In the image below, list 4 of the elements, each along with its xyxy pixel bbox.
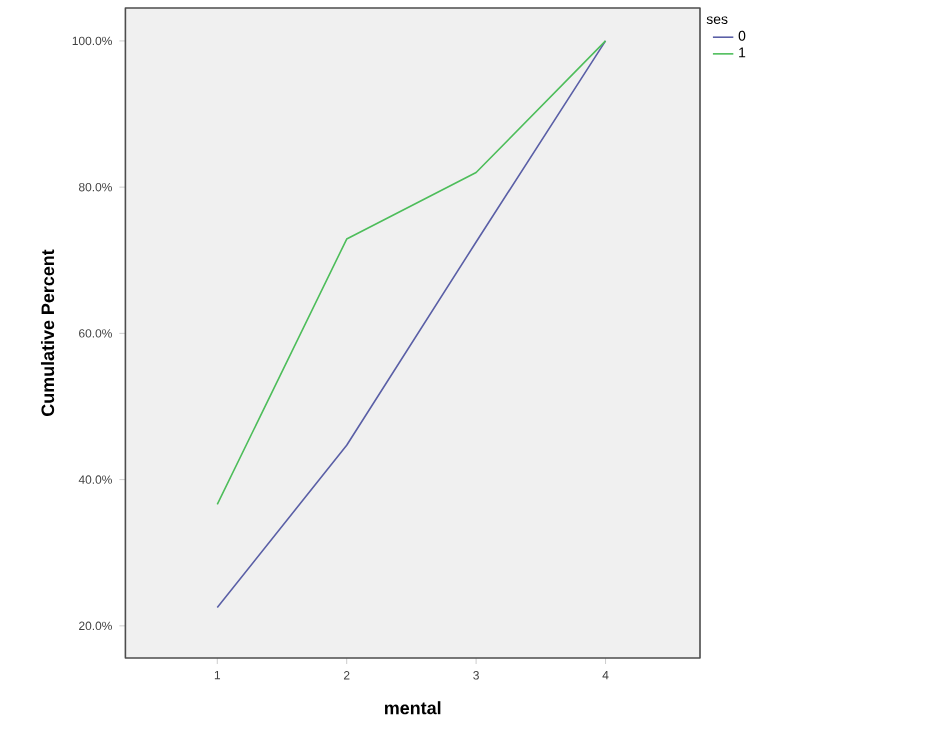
y-axis-title: Cumulative Percent xyxy=(40,249,55,416)
line-series xyxy=(216,40,607,609)
x-axis-title: mental xyxy=(384,701,441,715)
line-series xyxy=(216,40,607,506)
